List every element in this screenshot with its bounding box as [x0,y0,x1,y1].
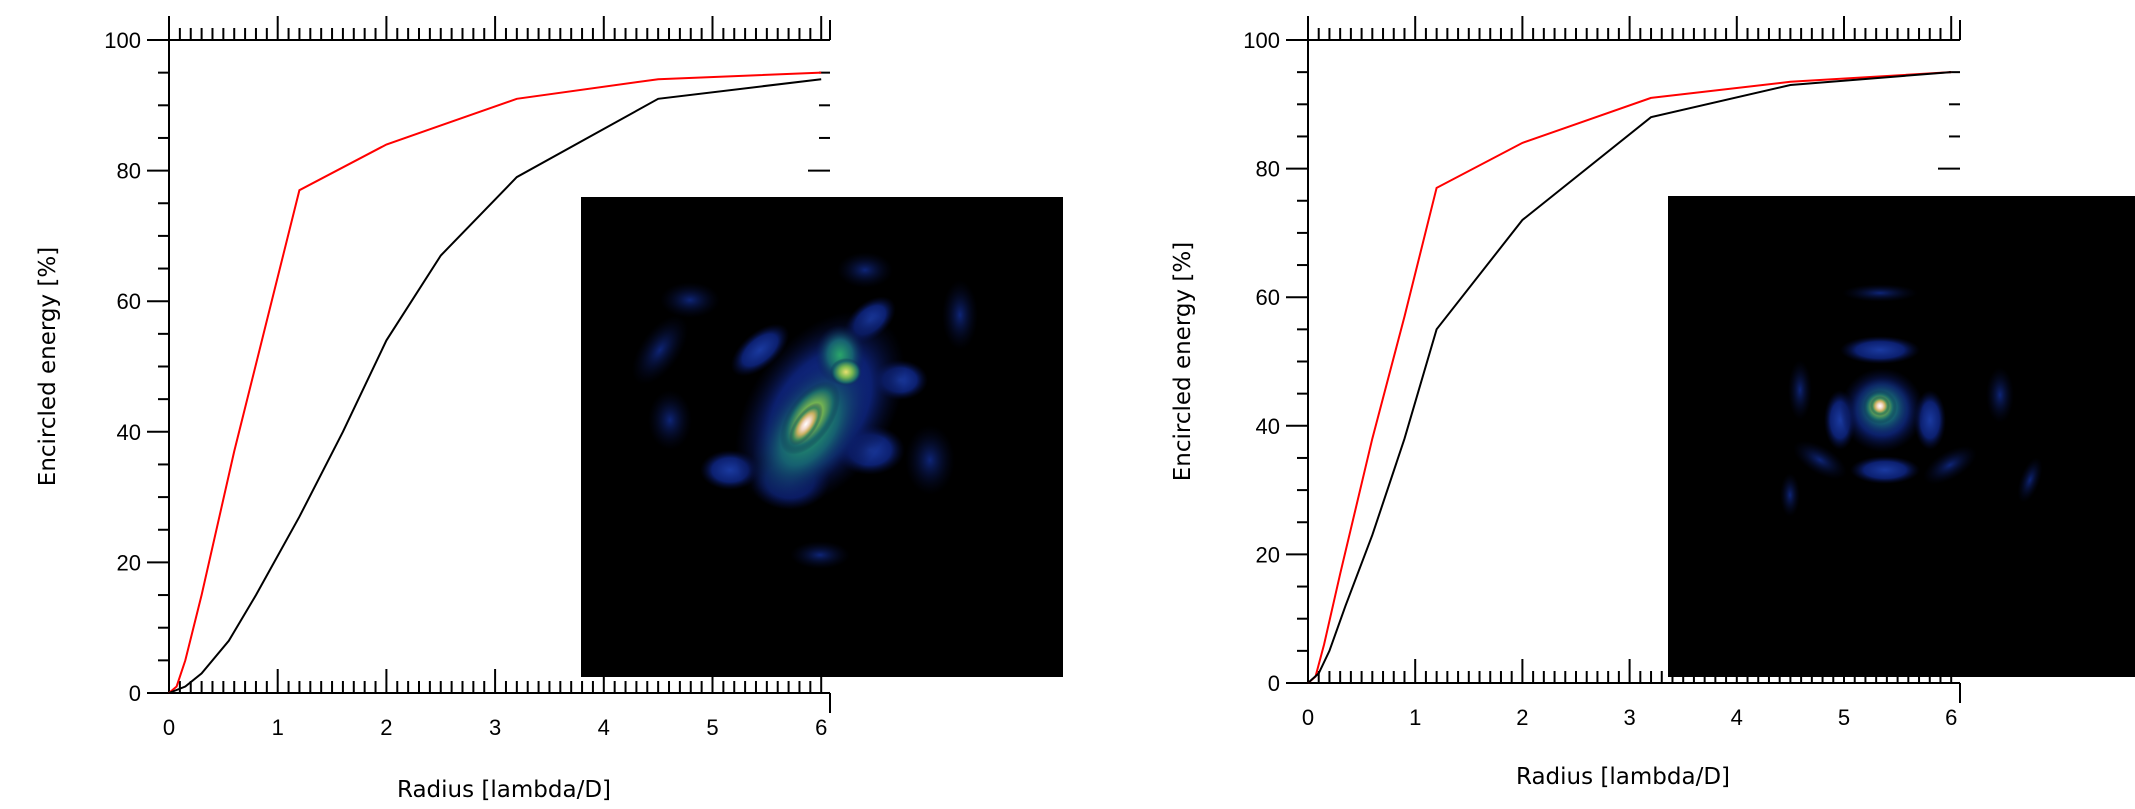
y-tick-label: 40 [117,420,141,445]
x-axis-title: Radius [lambda/D] [397,777,611,803]
x-tick-labels: 0 1 2 3 4 5 6 [163,715,827,740]
x-tick-label: 4 [1731,705,1743,730]
y-tick-label: 0 [1268,671,1280,696]
y-tick-label: 100 [104,28,141,53]
x-tick-label: 3 [1623,705,1635,730]
x-axis-title: Radius [lambda/D] [1516,764,1730,790]
series-line-black [1307,71,1952,684]
x-tick-label: 6 [1945,705,1957,730]
psf-heatmap [631,252,978,569]
axis-ticks [147,16,830,694]
x-tick-label: 0 [163,715,175,740]
series-line-red [168,71,822,694]
encircled-energy-chart-right: 0 1 2 3 4 5 6 0 20 40 60 80 100 Radius [lambda/D] E… [1170,16,2135,790]
psf-inset-image [581,197,1063,677]
x-tick-label: 5 [706,715,718,740]
psf-heatmap [1780,284,2043,517]
y-tick-label: 60 [117,289,141,314]
curves [168,71,822,694]
y-axis-title: Encircled energy [%] [35,247,61,486]
x-tick-label: 0 [1302,705,1314,730]
series-line-black [168,78,822,694]
x-tick-label: 4 [598,715,610,740]
encircled-energy-chart-left: 0 1 2 3 4 5 6 0 20 40 60 80 100 Radius [lambda/D] E… [35,16,1063,803]
x-tick-label: 2 [1516,705,1528,730]
y-tick-labels: 0 20 40 60 80 100 [104,28,141,706]
curves [1307,71,1952,684]
x-tick-label: 1 [1409,705,1421,730]
series-line-red [1307,71,1952,684]
y-tick-label: 80 [1256,157,1280,182]
y-tick-label: 60 [1256,285,1280,310]
y-tick-labels: 0 20 40 60 80 100 [1243,28,1280,696]
x-tick-label: 6 [815,715,827,740]
y-tick-label: 20 [1256,542,1280,567]
y-axis-title: Encircled energy [%] [1170,242,1196,481]
y-tick-label: 40 [1256,414,1280,439]
y-tick-label: 0 [129,681,141,706]
y-tick-label: 20 [117,550,141,575]
psf-inset-image [1668,196,2135,677]
x-tick-label: 5 [1838,705,1850,730]
x-tick-labels: 0 1 2 3 4 5 6 [1302,705,1957,730]
x-tick-label: 1 [272,715,284,740]
y-tick-label: 100 [1243,28,1280,53]
y-tick-label: 80 [117,159,141,184]
x-tick-label: 3 [489,715,501,740]
x-tick-label: 2 [380,715,392,740]
